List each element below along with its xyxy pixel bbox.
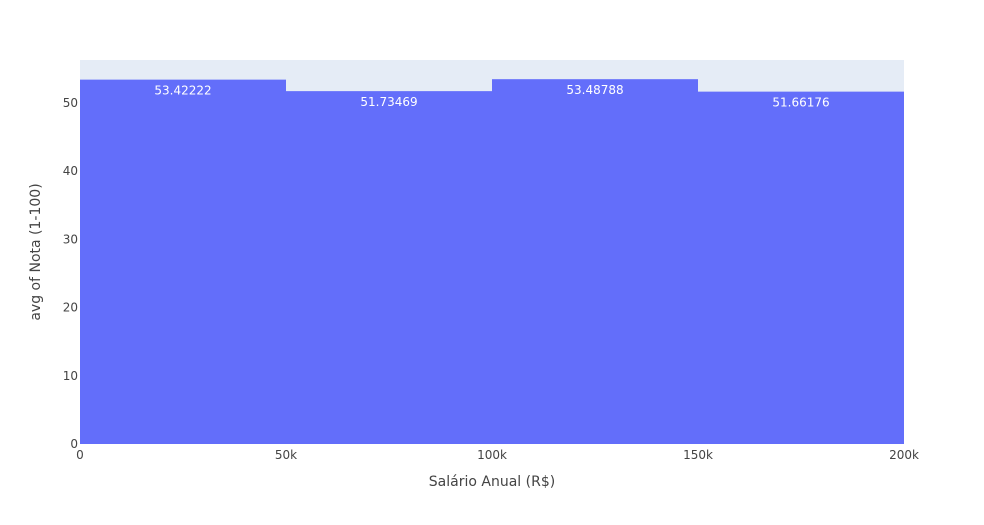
bar-1[interactable] [286,91,492,444]
x-axis-ticks: 0 50k 100k 150k 200k [76,448,919,462]
y-axis-ticks: 0 10 20 30 40 50 [63,96,78,451]
bar-value-label-0: 53.42222 [154,84,211,98]
bar-2[interactable] [492,79,698,444]
bar-3[interactable] [698,91,904,445]
y-tick-label-2: 20 [63,301,78,315]
bar-value-label-2: 53.48788 [566,83,623,97]
y-tick-label-4: 40 [63,164,78,178]
y-tick-label-3: 30 [63,232,78,246]
bar-labels: 53.42222 51.73469 53.48788 51.66176 [154,83,829,109]
x-tick-label-2: 100k [477,448,507,462]
x-tick-label-3: 150k [683,448,713,462]
bars [80,79,904,445]
x-tick-label-1: 50k [275,448,297,462]
y-tick-label-5: 50 [63,96,78,110]
x-tick-label-0: 0 [76,448,84,462]
y-tick-label-0: 0 [70,437,78,451]
x-axis-title: Salário Anual (R$) [429,474,555,490]
bar-0[interactable] [80,79,286,444]
y-tick-label-1: 10 [63,369,78,383]
x-tick-label-4: 200k [889,448,919,462]
y-axis-title: avg of Nota (1-100) [28,183,44,320]
bar-value-label-3: 51.66176 [772,96,829,110]
bar-value-label-1: 51.73469 [360,95,417,109]
